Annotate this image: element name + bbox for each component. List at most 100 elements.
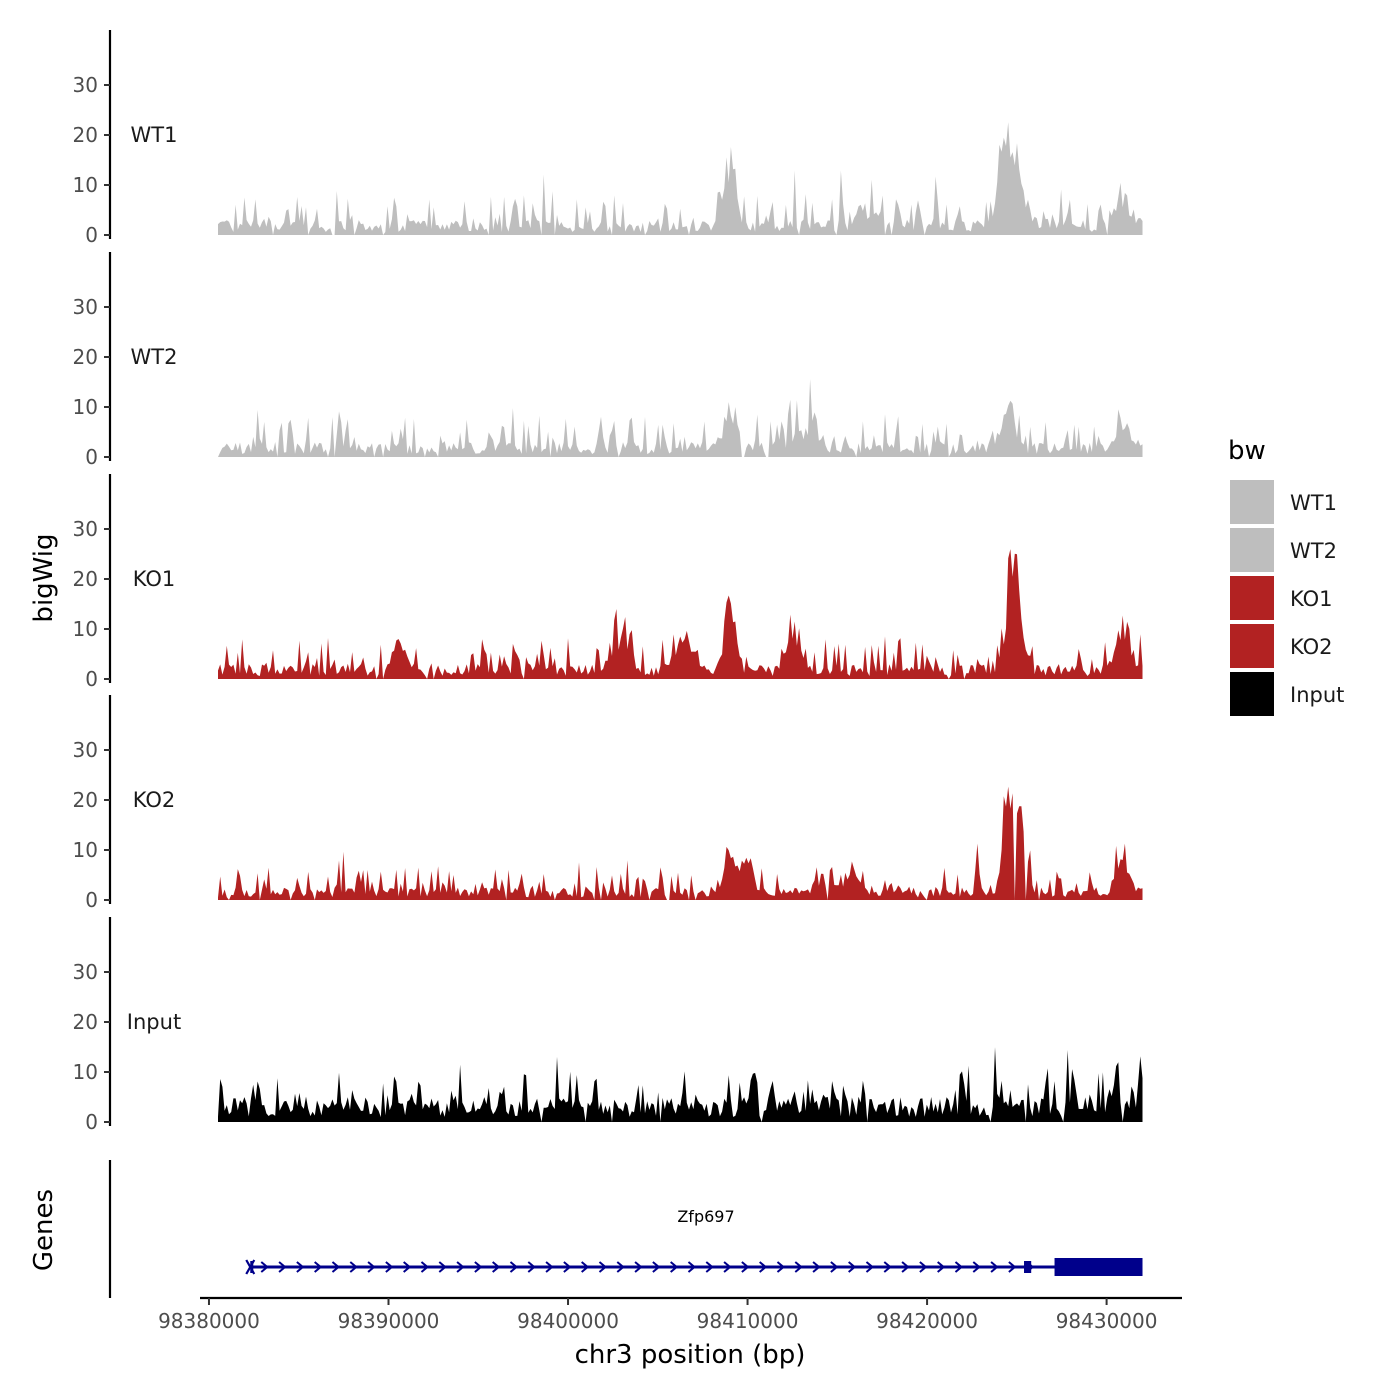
strand-arrow bbox=[865, 1261, 875, 1273]
y-tick-label: 30 bbox=[73, 73, 98, 97]
y-axis-title: bigWig bbox=[29, 533, 59, 622]
strand-arrow bbox=[937, 1261, 946, 1273]
x-tick-label: 98410000 bbox=[697, 1309, 799, 1333]
strand-arrow bbox=[474, 1261, 483, 1273]
strand-arrow bbox=[545, 1261, 554, 1273]
strand-arrow bbox=[278, 1261, 287, 1273]
signal-area-wt2 bbox=[218, 379, 1143, 457]
y-tick-label: 10 bbox=[73, 617, 98, 641]
legend-swatch-wt2 bbox=[1230, 528, 1274, 572]
x-tick-label: 98390000 bbox=[338, 1309, 440, 1333]
y-tick-label: 0 bbox=[85, 1110, 98, 1134]
strand-arrow bbox=[367, 1261, 376, 1273]
gene-exon bbox=[250, 1261, 254, 1273]
x-tick-label: 98400000 bbox=[517, 1309, 619, 1333]
x-tick-label: 98380000 bbox=[158, 1309, 260, 1333]
legend-swatch-wt1 bbox=[1230, 480, 1274, 524]
x-axis-title: chr3 position (bp) bbox=[575, 1340, 806, 1370]
strand-arrow bbox=[990, 1261, 999, 1273]
legend-label-wt1: WT1 bbox=[1290, 491, 1337, 515]
track-label-wt2: WT2 bbox=[131, 345, 178, 369]
strand-arrow bbox=[403, 1261, 412, 1273]
track-wt1: 0 10 20 30 WT1 bbox=[73, 30, 1143, 247]
y-tick-label: 20 bbox=[73, 123, 98, 147]
strand-arrow bbox=[1008, 1261, 1017, 1273]
gene-name-label: Zfp697 bbox=[677, 1207, 734, 1226]
y-tick-label: 30 bbox=[73, 960, 98, 984]
y-tick-label: 0 bbox=[85, 445, 98, 469]
legend-swatch-ko2 bbox=[1230, 624, 1274, 668]
x-tick-label: 98420000 bbox=[876, 1309, 978, 1333]
strand-arrow bbox=[812, 1261, 821, 1273]
strand-arrow bbox=[919, 1261, 928, 1273]
strand-arrow bbox=[492, 1261, 501, 1273]
signal-area-ko1 bbox=[218, 549, 1143, 679]
track-label-wt1: WT1 bbox=[131, 123, 178, 147]
strand-arrow bbox=[776, 1261, 786, 1273]
y-tick-label: 0 bbox=[85, 888, 98, 912]
legend-label-ko1: KO1 bbox=[1290, 587, 1333, 611]
legend: bw WT1 WT2 KO1 KO2 Input bbox=[1228, 436, 1344, 716]
strand-arrow bbox=[741, 1261, 750, 1273]
y-tick-label: 10 bbox=[73, 395, 98, 419]
strand-arrow bbox=[331, 1261, 341, 1273]
track-ko1: 0 10 20 30 KO1 bbox=[73, 474, 1143, 691]
signal-tracks: 0 10 20 30 WT1 0 10 20 30 WT2 0 10 20 30 KO1 0 10 20 30 KO2… bbox=[73, 30, 1143, 1134]
x-tick-label: 98430000 bbox=[1056, 1309, 1158, 1333]
y-tick-label: 20 bbox=[73, 567, 98, 591]
strand-arrow bbox=[972, 1261, 981, 1273]
y-tick-label: 30 bbox=[73, 738, 98, 762]
strand-arrow bbox=[296, 1261, 305, 1273]
strand-arrow bbox=[616, 1261, 625, 1273]
strand-arrow bbox=[705, 1261, 714, 1273]
track-wt2: 0 10 20 30 WT2 bbox=[73, 252, 1143, 469]
y-tick-label: 30 bbox=[73, 295, 98, 319]
y-tick-label: 20 bbox=[73, 345, 98, 369]
strand-arrow bbox=[670, 1261, 679, 1273]
strand-arrow bbox=[830, 1261, 839, 1273]
y-tick-label: 10 bbox=[73, 838, 98, 862]
legend-label-wt2: WT2 bbox=[1290, 539, 1337, 563]
strand-arrow bbox=[563, 1261, 572, 1273]
strand-arrow bbox=[883, 1261, 892, 1273]
genes-track-label: Genes bbox=[29, 1189, 59, 1271]
legend-swatch-ko1 bbox=[1230, 576, 1274, 620]
y-tick-label: 20 bbox=[73, 788, 98, 812]
strand-arrow bbox=[954, 1261, 964, 1273]
gene-track bbox=[108, 1160, 1143, 1298]
signal-area-ko2 bbox=[218, 786, 1143, 900]
y-tick-label: 10 bbox=[73, 173, 98, 197]
strand-arrow bbox=[581, 1261, 590, 1273]
legend-label-ko2: KO2 bbox=[1290, 635, 1333, 659]
track-label-input: Input bbox=[127, 1010, 181, 1034]
strand-arrow bbox=[687, 1261, 697, 1273]
gene-exon bbox=[1054, 1258, 1143, 1276]
track-label-ko1: KO1 bbox=[133, 567, 176, 591]
legend-swatch-input bbox=[1230, 672, 1274, 716]
strand-arrow bbox=[349, 1261, 358, 1273]
strand-arrow bbox=[634, 1261, 643, 1273]
strand-arrow bbox=[723, 1261, 732, 1273]
gene-exon bbox=[1024, 1261, 1032, 1273]
strand-arrow bbox=[314, 1261, 323, 1273]
strand-arrow bbox=[385, 1261, 394, 1273]
strand-arrow bbox=[260, 1261, 269, 1273]
strand-arrow bbox=[848, 1261, 857, 1273]
strand-arrow bbox=[420, 1261, 430, 1273]
legend-label-input: Input bbox=[1290, 683, 1344, 707]
legend-title: bw bbox=[1228, 436, 1266, 466]
x-axis: 98380000 98390000 98400000 98410000 98420000… bbox=[158, 1296, 1182, 1333]
strand-arrow bbox=[598, 1261, 608, 1273]
strand-arrow bbox=[901, 1261, 910, 1273]
y-tick-label: 10 bbox=[73, 1060, 98, 1084]
strand-arrow bbox=[438, 1261, 447, 1273]
track-label-ko2: KO2 bbox=[133, 788, 176, 812]
y-tick-label: 20 bbox=[73, 1010, 98, 1034]
strand-arrow bbox=[652, 1261, 661, 1273]
strand-arrow bbox=[794, 1261, 803, 1273]
strand-arrow bbox=[759, 1261, 768, 1273]
y-tick-label: 0 bbox=[85, 223, 98, 247]
strand-arrow bbox=[527, 1261, 536, 1273]
signal-area-wt1 bbox=[218, 122, 1143, 235]
strand-arrow bbox=[456, 1261, 465, 1273]
